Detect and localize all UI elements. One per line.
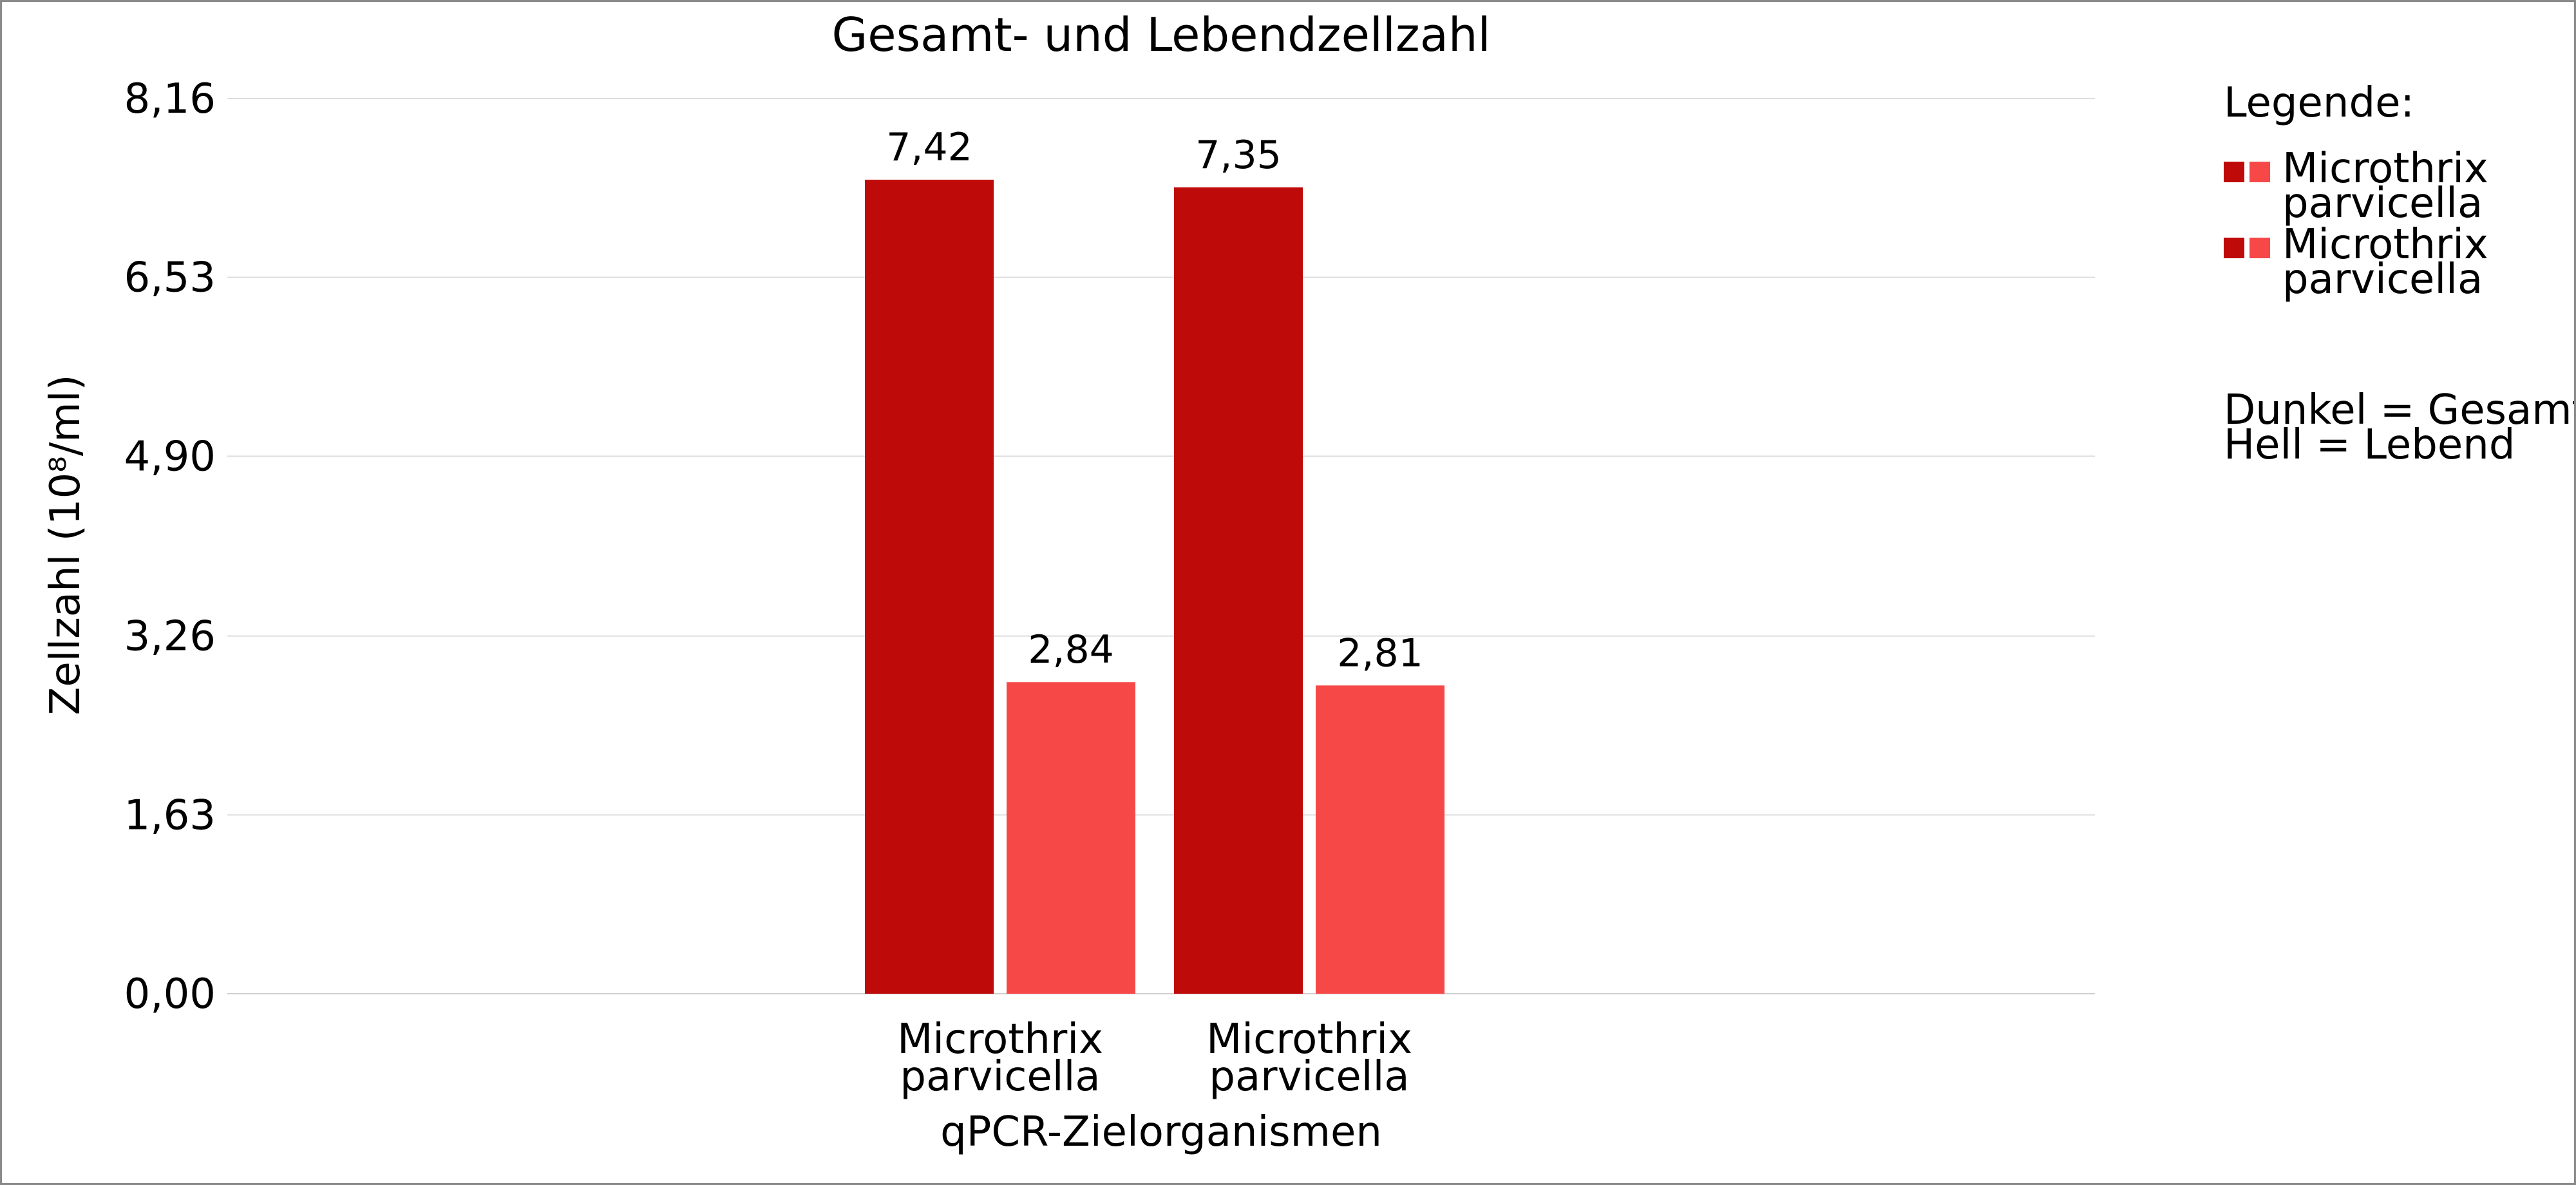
value-labels: 7,42 2,84 7,35 2,81 — [886, 125, 1423, 676]
y-tick-label: 1,63 — [124, 792, 216, 839]
bar — [1007, 682, 1135, 994]
legend-swatch-dark — [2224, 162, 2244, 182]
legend-swatch-dark — [2224, 238, 2244, 258]
bar-value-label: 2,84 — [1028, 627, 1114, 672]
y-tick-label: 4,90 — [124, 433, 216, 480]
bars — [865, 180, 1444, 994]
y-tick-label: 0,00 — [124, 971, 216, 1018]
legend-entry-label: Microthrix — [2282, 145, 2488, 193]
bar-value-label: 2,81 — [1337, 630, 1423, 676]
legend: Legende: MicrothrixparvicellaMicrothrixp… — [2224, 79, 2576, 469]
bar — [865, 180, 994, 994]
legend-note: Hell = Lebend — [2224, 421, 2515, 469]
y-tick-label: 8,16 — [124, 75, 216, 123]
y-tick-label: 6,53 — [124, 254, 216, 302]
chart-title: Gesamt- und Lebendzellzahl — [832, 8, 1491, 62]
legend-swatch-light — [2249, 162, 2270, 182]
bar-value-label: 7,35 — [1195, 133, 1282, 178]
x-axis-title: qPCR-Zielorganismen — [940, 1108, 1382, 1156]
category-label: parvicella — [900, 1053, 1100, 1101]
legend-entry-label: parvicella — [2282, 180, 2483, 227]
legend-heading: Legende: — [2224, 79, 2414, 127]
y-axis-title: Zellzahl (10⁸/ml) — [42, 375, 90, 716]
y-tick-label: 3,26 — [124, 613, 216, 661]
legend-note: Dunkel = Gesamt — [2224, 386, 2576, 434]
category-label: Microthrix — [897, 1016, 1103, 1063]
bar-value-label: 7,42 — [886, 125, 972, 170]
category-label: Microthrix — [1206, 1016, 1412, 1063]
bar — [1316, 685, 1444, 994]
grid-lines — [227, 98, 2095, 816]
y-axis-ticks: 0,00 1,63 3,26 4,90 6,53 8,16 — [124, 75, 216, 1018]
legend-entry-label: parvicella — [2282, 256, 2483, 303]
category-label: parvicella — [1209, 1053, 1409, 1101]
legend-entry-label: Microthrix — [2282, 221, 2488, 269]
bar — [1174, 187, 1303, 994]
legend-swatch-light — [2249, 238, 2270, 258]
